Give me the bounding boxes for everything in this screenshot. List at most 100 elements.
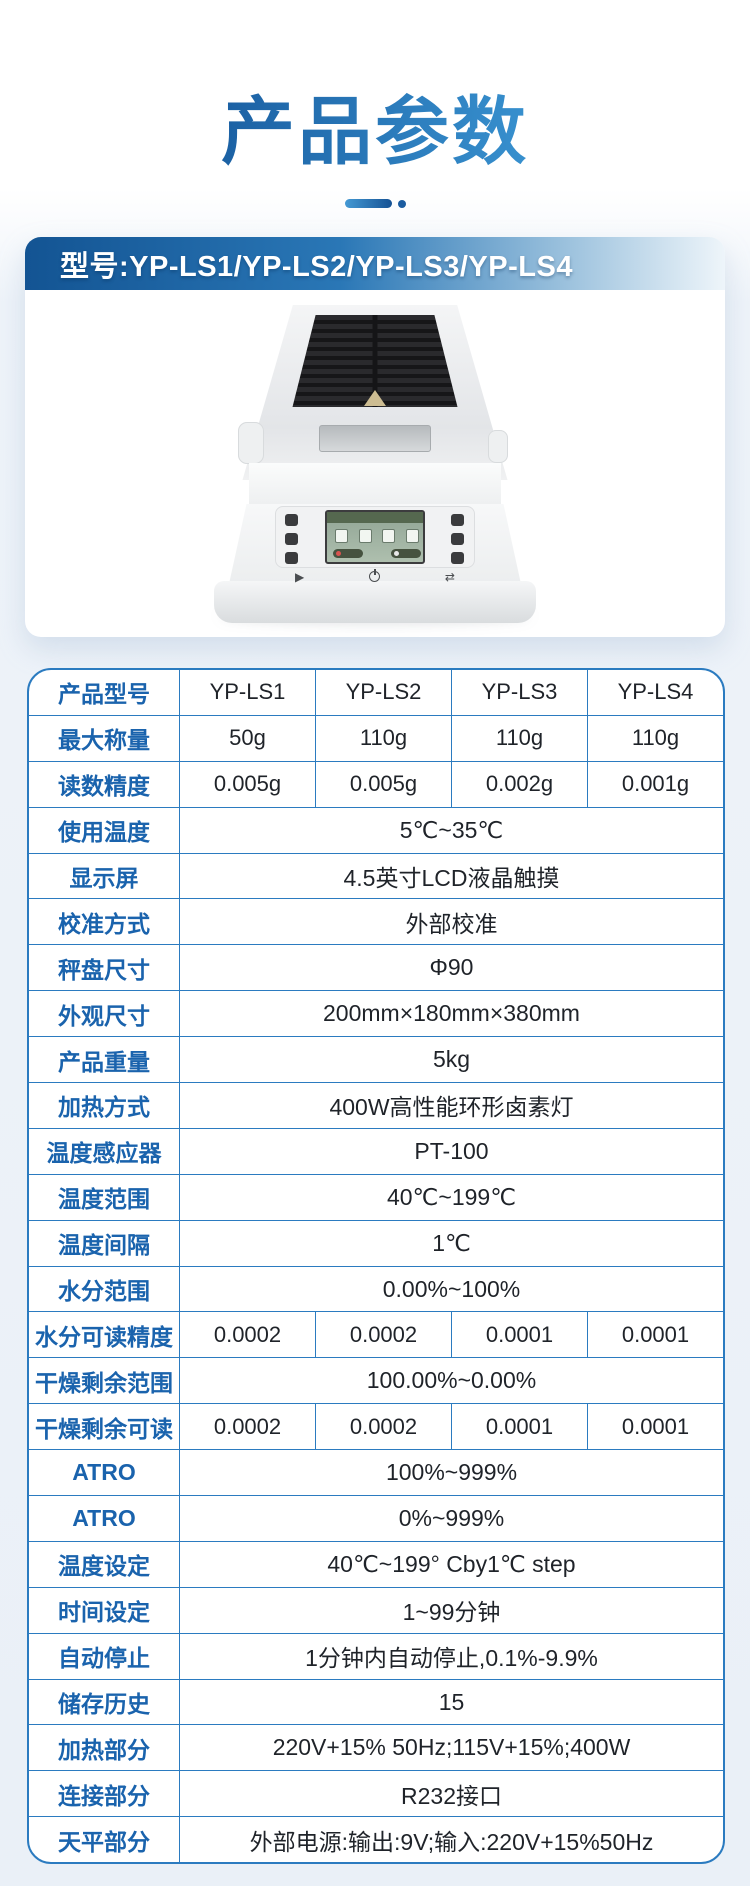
spec-value: 0%~999%	[398, 1504, 505, 1531]
table-row: 连接部分 R232接口	[29, 1770, 723, 1817]
spec-value: YP-LS2	[316, 670, 452, 715]
spec-value: 0.005g	[316, 761, 452, 807]
table-row: ATRO 0%~999%	[29, 1495, 723, 1541]
spec-label: 显示屏	[29, 853, 180, 899]
spec-value: 15	[438, 1688, 465, 1715]
device-screen	[325, 510, 425, 564]
spec-label: 读数精度	[29, 761, 180, 807]
table-row: 秤盘尺寸 Φ90	[29, 944, 723, 991]
spec-value: 110g	[631, 725, 680, 751]
spec-label: 连接部分	[29, 1771, 180, 1817]
table-row: 自动停止 1分钟内自动停止,0.1%-9.9%	[29, 1632, 723, 1679]
spec-label: 天平部分	[29, 1817, 180, 1862]
table-row: 温度范围 40℃~199℃	[29, 1173, 723, 1220]
spec-label: 外观尺寸	[29, 991, 180, 1037]
spec-value: 外部校准	[405, 910, 498, 937]
spec-value: 110g	[452, 715, 588, 761]
table-row: 时间设定 1~99分钟	[29, 1586, 723, 1633]
spec-label: 产品重量	[29, 1037, 180, 1083]
spec-label: 使用温度	[29, 807, 180, 853]
table-row: 天平部分 外部电源:输出:9V;输入:220V+15%50Hz	[29, 1816, 723, 1862]
table-row: ATRO 100%~999%	[29, 1449, 723, 1496]
screen-menu-icons	[335, 529, 419, 543]
spec-value: 0.002g	[452, 761, 588, 807]
table-row: 产品型号 YP-LS1 YP-LS2 YP-LS3 YP-LS4	[29, 670, 723, 715]
table-row: 干燥剩余范围 100.00%~0.00%	[29, 1357, 723, 1404]
table-row: 温度间隔 1℃	[29, 1219, 723, 1266]
screen-buttons	[333, 549, 421, 558]
spec-value: 0.0002	[316, 1404, 452, 1450]
spec-value: 外部电源:输出:9V;输入:220V+15%50Hz	[249, 1828, 654, 1855]
spec-label: 加热方式	[29, 1083, 180, 1128]
table-row: 最大称量 50g 110g 110g 110g	[29, 714, 723, 761]
lid-handle-left	[238, 422, 264, 464]
table-row: 干燥剩余可读 0.0002 0.0002 0.0001 0.0001	[29, 1403, 723, 1450]
play-icon: ▶	[295, 570, 305, 584]
spec-value: 1分钟内自动停止,0.1%-9.9%	[305, 1645, 598, 1672]
model-header-bar: 型号:YP-LS1/YP-LS2/YP-LS3/YP-LS4	[25, 237, 725, 290]
table-row: 储存历史 15	[29, 1678, 723, 1725]
divider-dash	[344, 199, 392, 208]
spec-value: 220V+15% 50Hz;115V+15%;400W	[272, 1734, 631, 1761]
product-card: 型号:YP-LS1/YP-LS2/YP-LS3/YP-LS4 ▶ ⇄	[25, 237, 725, 637]
spec-label: 最大称量	[29, 715, 180, 761]
spec-value: R232接口	[401, 1782, 502, 1809]
spec-value: 0.0002	[180, 1404, 316, 1450]
table-row: 水分范围 0.00%~100%	[29, 1265, 723, 1312]
model-label: 型号:YP-LS1/YP-LS2/YP-LS3/YP-LS4	[60, 250, 573, 283]
spec-value: 100%~999%	[385, 1459, 518, 1486]
spec-label: 干燥剩余范围	[29, 1358, 180, 1404]
lid-handle-right	[488, 430, 508, 463]
spec-value: 1℃	[432, 1229, 471, 1256]
spec-value: 4.5英寸LCD液晶触摸	[343, 865, 560, 891]
title-divider	[0, 199, 750, 211]
spec-label: 温度间隔	[29, 1220, 180, 1266]
spec-label: 温度范围	[29, 1174, 180, 1220]
spec-value: 50g	[180, 715, 316, 761]
spec-value: 0.00%~100%	[382, 1275, 521, 1302]
table-row: 显示屏 4.5英寸LCD液晶触摸	[29, 852, 723, 899]
spec-label: 温度设定	[29, 1541, 180, 1587]
spec-value: 5kg	[432, 1046, 471, 1073]
spec-value: 400W高性能环形卤素灯	[329, 1094, 574, 1121]
spec-value: 0.0001	[621, 1413, 690, 1439]
spec-value: 0.005g	[180, 761, 316, 807]
table-row: 温度设定 40℃~199° Cby1℃ step	[29, 1540, 723, 1587]
panel-buttons-right	[451, 514, 464, 564]
spec-label: 产品型号	[29, 670, 180, 715]
spec-value: 40℃~199° Cby1℃ step	[327, 1550, 576, 1577]
vent-split	[372, 315, 378, 407]
spec-value: 110g	[316, 715, 452, 761]
spec-value: 5℃~35℃	[399, 816, 504, 843]
spec-value: Φ90	[429, 954, 474, 981]
spec-value: 0.001g	[621, 771, 690, 797]
panel-buttons-left	[285, 514, 298, 564]
spec-value: 200mm×180mm×380mm	[323, 1000, 580, 1027]
divider-dot	[397, 200, 406, 208]
table-row: 水分可读精度 0.0002 0.0002 0.0001 0.0001	[29, 1311, 723, 1358]
spec-value: 0.0001	[621, 1321, 690, 1347]
table-row: 加热部分 220V+15% 50Hz;115V+15%;400W	[29, 1724, 723, 1771]
device-neck	[249, 463, 501, 507]
spec-value: 0.0001	[452, 1312, 588, 1358]
table-row: 外观尺寸 200mm×180mm×380mm	[29, 990, 723, 1037]
spec-label: 水分范围	[29, 1266, 180, 1312]
spec-value: 40℃~199℃	[386, 1183, 517, 1210]
lid-window	[319, 425, 431, 452]
device-illustration: ▶ ⇄	[25, 290, 725, 637]
spec-label: 水分可读精度	[29, 1312, 180, 1358]
spec-label: ATRO	[29, 1450, 180, 1496]
table-row: 校准方式 外部校准	[29, 898, 723, 945]
spec-value: 0.0001	[452, 1404, 588, 1450]
spec-table: 产品型号 YP-LS1 YP-LS2 YP-LS3 YP-LS4 最大称量 50…	[27, 668, 725, 1864]
spec-value: YP-LS4	[617, 679, 694, 705]
table-row: 温度感应器 PT-100	[29, 1127, 723, 1174]
tare-refresh-icon: ⇄	[444, 570, 455, 584]
table-row: 使用温度 5℃~35℃	[29, 806, 723, 853]
spec-label: 校准方式	[29, 899, 180, 945]
spec-value: 1~99分钟	[402, 1599, 501, 1626]
table-row: 加热方式 400W高性能环形卤素灯	[29, 1082, 723, 1128]
spec-label: 干燥剩余可读	[29, 1404, 180, 1450]
spec-label: 储存历史	[29, 1679, 180, 1725]
spec-value: YP-LS1	[180, 670, 316, 715]
